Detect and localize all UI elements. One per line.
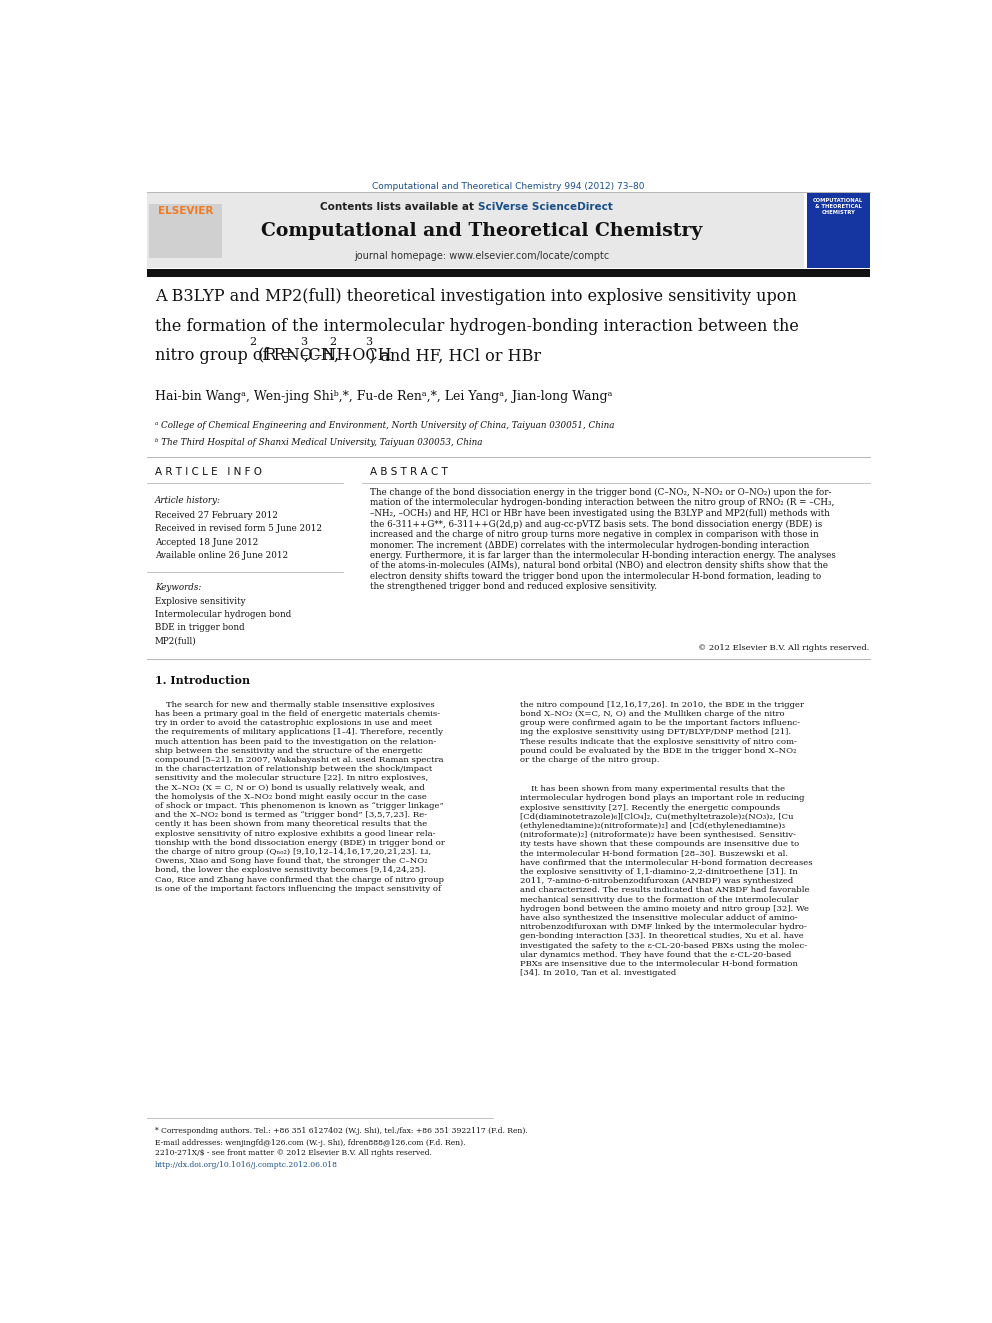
Text: 2210-271X/$ - see front matter © 2012 Elsevier B.V. All rights reserved.: 2210-271X/$ - see front matter © 2012 El… bbox=[155, 1148, 432, 1156]
Text: Contents lists available at: Contents lists available at bbox=[320, 201, 478, 212]
Text: Available online 26 June 2012: Available online 26 June 2012 bbox=[155, 550, 288, 560]
Text: Intermolecular hydrogen bond: Intermolecular hydrogen bond bbox=[155, 610, 291, 619]
Text: A B S T R A C T: A B S T R A C T bbox=[370, 467, 447, 478]
Text: http://dx.doi.org/10.1016/j.comptc.2012.06.018: http://dx.doi.org/10.1016/j.comptc.2012.… bbox=[155, 1162, 337, 1170]
Text: journal homepage: www.elsevier.com/locate/comptc: journal homepage: www.elsevier.com/locat… bbox=[354, 251, 609, 262]
Text: the formation of the intermolecular hydrogen-bonding interaction between the: the formation of the intermolecular hydr… bbox=[155, 318, 799, 335]
Text: Accepted 18 June 2012: Accepted 18 June 2012 bbox=[155, 537, 258, 546]
Text: the nitro compound [12,16,17,26]. In 2010, the BDE in the trigger
bond X–NO₂ (X=: the nitro compound [12,16,17,26]. In 201… bbox=[520, 701, 804, 763]
Text: Hai-bin Wangᵃ, Wen-jing Shiᵇ,*, Fu-de Renᵃ,*, Lei Yangᵃ, Jian-long Wangᵃ: Hai-bin Wangᵃ, Wen-jing Shiᵇ,*, Fu-de Re… bbox=[155, 390, 612, 404]
Text: Article history:: Article history: bbox=[155, 496, 221, 505]
Text: A R T I C L E   I N F O: A R T I C L E I N F O bbox=[155, 467, 262, 478]
Text: , –OCH: , –OCH bbox=[333, 347, 391, 364]
Text: It has been shown from many experimental results that the
intermolecular hydroge: It has been shown from many experimental… bbox=[520, 786, 812, 978]
Text: SciVerse ScienceDirect: SciVerse ScienceDirect bbox=[478, 201, 612, 212]
Text: Explosive sensitivity: Explosive sensitivity bbox=[155, 597, 245, 606]
Text: ) and HF, HCl or HBr: ) and HF, HCl or HBr bbox=[369, 347, 541, 364]
Bar bbox=[147, 269, 870, 277]
Text: Computational and Theoretical Chemistry: Computational and Theoretical Chemistry bbox=[261, 222, 702, 239]
Bar bbox=[806, 193, 870, 267]
Text: ᵇ The Third Hospital of Shanxi Medical University, Taiyuan 030053, China: ᵇ The Third Hospital of Shanxi Medical U… bbox=[155, 438, 482, 447]
Bar bbox=[147, 193, 805, 267]
Text: nitro group of RNO: nitro group of RNO bbox=[155, 347, 312, 364]
Text: , –NH: , –NH bbox=[304, 347, 350, 364]
Text: ᵃ College of Chemical Engineering and Environment, North University of China, Ta: ᵃ College of Chemical Engineering and En… bbox=[155, 421, 614, 430]
Text: The change of the bond dissociation energy in the trigger bond (C–NO₂, N–NO₂ or : The change of the bond dissociation ener… bbox=[370, 488, 836, 591]
Text: * Corresponding authors. Tel.: +86 351 6127402 (W.j. Shi), tel./fax: +86 351 392: * Corresponding authors. Tel.: +86 351 6… bbox=[155, 1127, 528, 1135]
Text: E-mail addresses: wenjingfd@126.com (W.-j. Shi), fdren888@126.com (F.d. Ren).: E-mail addresses: wenjingfd@126.com (W.-… bbox=[155, 1139, 465, 1147]
Text: 3: 3 bbox=[300, 337, 307, 347]
Text: COMPUTATIONAL
& THEORETICAL
CHEMISTRY: COMPUTATIONAL & THEORETICAL CHEMISTRY bbox=[813, 198, 863, 216]
Text: 1. Introduction: 1. Introduction bbox=[155, 675, 250, 687]
Text: (R = –CH: (R = –CH bbox=[253, 347, 334, 364]
Text: 2: 2 bbox=[329, 337, 337, 347]
Text: The search for new and thermally stable insensitive explosives
has been a primar: The search for new and thermally stable … bbox=[155, 701, 444, 893]
Text: 2: 2 bbox=[249, 337, 256, 347]
Text: © 2012 Elsevier B.V. All rights reserved.: © 2012 Elsevier B.V. All rights reserved… bbox=[698, 644, 870, 652]
Text: Received 27 February 2012: Received 27 February 2012 bbox=[155, 511, 278, 520]
Text: MP2(full): MP2(full) bbox=[155, 636, 196, 646]
Text: Computational and Theoretical Chemistry 994 (2012) 73–80: Computational and Theoretical Chemistry … bbox=[372, 183, 645, 192]
Text: A B3LYP and MP2(full) theoretical investigation into explosive sensitivity upon: A B3LYP and MP2(full) theoretical invest… bbox=[155, 288, 797, 306]
Bar bbox=[150, 204, 222, 258]
Text: Received in revised form 5 June 2012: Received in revised form 5 June 2012 bbox=[155, 524, 321, 533]
Text: ELSEVIER: ELSEVIER bbox=[158, 205, 213, 216]
Text: BDE in trigger bond: BDE in trigger bond bbox=[155, 623, 244, 632]
Text: 3: 3 bbox=[365, 337, 372, 347]
Text: Keywords:: Keywords: bbox=[155, 582, 201, 591]
